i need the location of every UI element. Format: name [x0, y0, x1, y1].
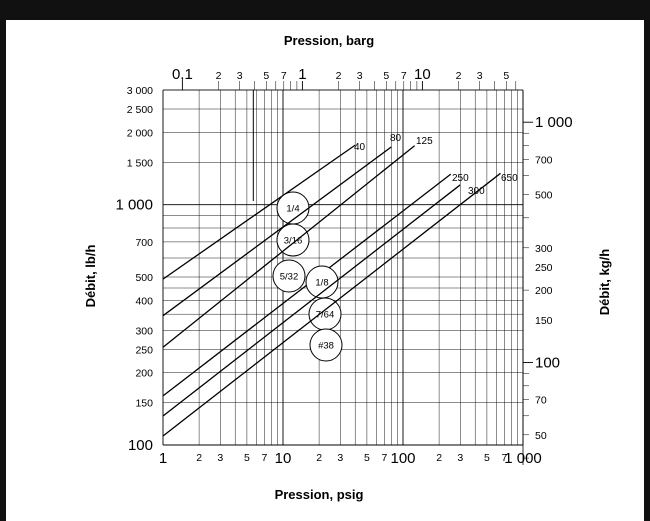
top-tick-label: 5: [503, 70, 509, 82]
y-tick-label: 200: [135, 368, 153, 380]
x-tick-label: 2: [436, 452, 442, 464]
right-tick-label: 70: [535, 395, 547, 407]
y-tick-label: 400: [135, 295, 153, 307]
chart-panel: Pression, barg Pression, psig Débit, lb/…: [6, 20, 644, 521]
x-tick-label: 1: [159, 450, 167, 467]
orifice-circle: [272, 259, 306, 293]
top-tick-label: 1: [298, 66, 306, 83]
flow-chart: Pression, barg Pression, psig Débit, lb/…: [83, 33, 612, 502]
series-end-label: 80: [390, 133, 402, 144]
top-axis-title: Pression, barg: [284, 33, 374, 48]
orifice-size-label: 5/32: [280, 272, 299, 283]
right-tick-label: 700: [535, 154, 553, 166]
y-tick-label: 700: [135, 237, 153, 249]
top-tick-label: 10: [414, 66, 431, 83]
y-tick-label: 3 000: [127, 85, 153, 97]
y-tick-label: 2 000: [127, 127, 153, 139]
grid: [162, 89, 524, 446]
right-tick-label: 50: [535, 430, 547, 442]
right-tick-label: 500: [535, 190, 553, 202]
orifice-size-label: 1/8: [315, 278, 328, 289]
top-tick-label: 7: [281, 70, 287, 82]
right-tick-label: 250: [535, 262, 553, 274]
y-tick-label: 500: [135, 272, 153, 284]
series-line: [162, 144, 356, 280]
y-tick-label: 100: [128, 437, 153, 454]
orifice-circle: [276, 223, 310, 257]
right-tick-label: 1 000: [535, 114, 573, 131]
orifice-size-label: 7/64: [316, 310, 335, 321]
series-end-label: 250: [452, 173, 469, 184]
x-tick-label: 3: [217, 452, 223, 464]
top-tick-label: 2: [456, 70, 462, 82]
x-tick-label: 7: [501, 452, 507, 464]
top-tick-label: 3: [477, 70, 483, 82]
x-tick-label: 7: [381, 452, 387, 464]
x-tick-label: 3: [457, 452, 463, 464]
left-axis-title: Débit, lb/h: [83, 245, 98, 308]
x-tick-label: 10: [275, 450, 292, 467]
top-tick-label: 5: [263, 70, 269, 82]
series-end-label: 40: [354, 142, 366, 153]
y-tick-label: 250: [135, 344, 153, 356]
y-tick-label: 1 500: [127, 157, 153, 169]
right-tick-label: 150: [535, 315, 553, 327]
y-tick-label: 150: [135, 398, 153, 410]
x-tick-label: 100: [390, 450, 415, 467]
x-tick-label: 5: [484, 452, 490, 464]
ticks: 0,1 2 3 5 7 1 2 3 5 7 10 2 3 51 2 3 5 7 10 2 3 5 7 100 2 3 5 71 000…: [115, 66, 572, 467]
series-end-label: 125: [416, 136, 433, 147]
right-axis-title: Débit, kg/h: [597, 249, 612, 316]
top-tick-label: 0,1: [172, 66, 193, 83]
top-tick-label: 2: [336, 70, 342, 82]
orifice-size-label: 3/16: [284, 236, 303, 247]
y-tick-label: 1 000: [115, 197, 153, 214]
x-tick-label: 2: [196, 452, 202, 464]
x-tick-label: 2: [316, 452, 322, 464]
top-tick-label: 7: [401, 70, 407, 82]
x-axis-title: Pression, psig: [275, 487, 364, 502]
orifice-size-label: 1/4: [286, 204, 299, 215]
series-line: [162, 145, 416, 348]
orifice-circle: [309, 328, 343, 362]
right-tick-label: 100: [535, 354, 560, 371]
right-tick-label: 200: [535, 285, 553, 297]
orifice-size-label: #38: [318, 341, 334, 352]
x-tick-label: 3: [337, 452, 343, 464]
series-line: [162, 172, 501, 437]
series-line: [162, 146, 392, 317]
x-tick-label: 7: [261, 452, 267, 464]
y-tick-label: 300: [135, 325, 153, 337]
y-tick-label: 2 500: [127, 104, 153, 116]
top-tick-label: 3: [357, 70, 363, 82]
series-line: [162, 184, 461, 417]
series-end-label: 650: [501, 173, 518, 184]
top-tick-label: 3: [237, 70, 243, 82]
right-tick-label: 300: [535, 243, 553, 255]
x-tick-label: 5: [244, 452, 250, 464]
x-tick-label: 5: [364, 452, 370, 464]
top-tick-label: 5: [383, 70, 389, 82]
top-tick-label: 2: [216, 70, 222, 82]
